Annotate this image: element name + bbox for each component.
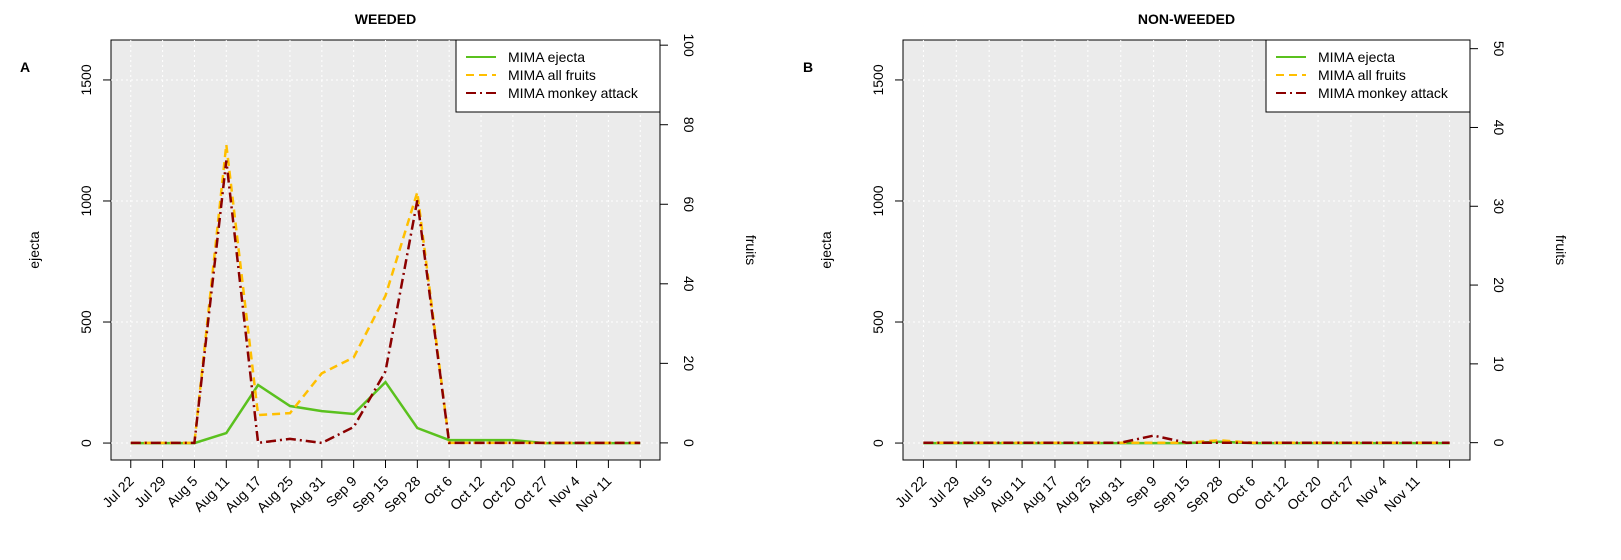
y-axis-label: ejecta [818,231,834,269]
y-tick-label: 500 [78,310,94,334]
legend: MIMA ejecta MIMA all fruits MIMA monkey at… [455,39,661,113]
y-tick-label: 1500 [78,64,94,95]
legend-label: MIMA monkey attack [1318,85,1449,101]
y2-tick-label: 40 [681,276,697,292]
y-tick-label: 1500 [870,64,886,95]
data-line [923,434,1450,444]
y-tick-label: 0 [78,439,94,447]
x-tick-label: Oct 27 [1317,473,1358,514]
legend-label: MIMA monkey attack [508,85,639,101]
x-tick-label: Oct 20 [479,473,520,514]
panel-label: B [803,59,813,75]
x-tick-label: Oct 12 [1251,473,1292,514]
y2-tick-label: 50 [1491,41,1507,57]
legend-box [1265,39,1471,113]
legend-label: MIMA all fruits [1318,67,1406,83]
legend: MIMA ejecta MIMA all fruits MIMA monkey at… [1265,39,1471,113]
y2-tick-label: 60 [681,196,697,212]
x-tick-label: Nov 11 [1381,473,1423,515]
x-tick-label: Jul 29 [925,473,963,511]
x-tick-label: Sep 28 [1183,473,1226,516]
y2-axis-label: fruits [1553,235,1569,265]
y2-tick-label: 40 [1491,120,1507,136]
y2-tick-label: 80 [681,117,697,133]
data-line [130,160,641,445]
y2-tick-label: 100 [681,33,697,57]
x-tick-label: Aug 31 [1084,473,1127,516]
y2-tick-label: 20 [681,356,697,372]
chart-title: NON-WEEDED [1138,11,1235,27]
x-tick-label: Aug 31 [285,473,328,516]
legend-label: MIMA all fruits [508,67,596,83]
x-tick-label: Jul 22 [99,473,137,511]
legend-label: MIMA ejecta [508,49,585,65]
chart-title: WEEDED [355,11,416,27]
y-tick-label: 1000 [78,185,94,216]
x-tick-label: Oct 27 [510,473,551,514]
y-axis-label: ejecta [26,231,42,269]
legend-box [455,39,661,113]
legend-label: MIMA ejecta [1318,49,1395,65]
x-tick-label: Nov 11 [573,473,615,515]
y2-tick-label: 0 [681,439,697,447]
x-tick-label: Jul 29 [131,473,169,511]
x-tick-label: Jul 22 [892,473,930,511]
x-tick-label: Sep 28 [381,473,424,516]
y2-tick-label: 10 [1491,356,1507,372]
y-tick-label: 0 [870,439,886,447]
y2-axis-label: fruits [743,235,759,265]
y2-tick-label: 30 [1491,198,1507,214]
y2-tick-label: 0 [1491,439,1507,447]
y2-tick-label: 20 [1491,277,1507,293]
x-tick-label: Oct 12 [447,473,488,514]
panel-label: A [20,59,30,75]
y-tick-label: 500 [870,310,886,334]
x-tick-label: Oct 20 [1284,473,1325,514]
y-tick-label: 1000 [870,185,886,216]
